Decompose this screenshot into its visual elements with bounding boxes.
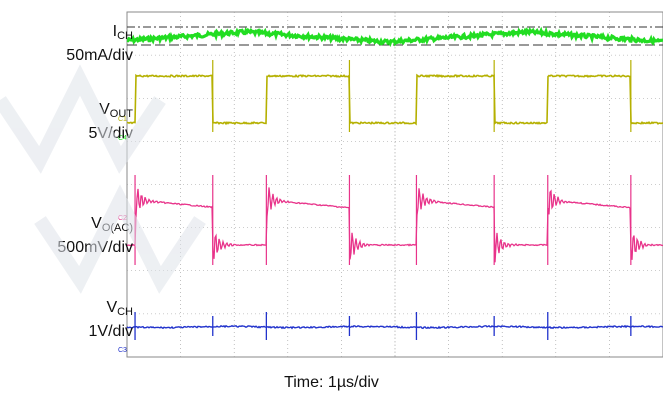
marker-c3: C3 xyxy=(118,347,127,354)
label-vout: VOUT 5V/div xyxy=(88,101,133,142)
grid xyxy=(126,11,663,358)
trace-vch xyxy=(126,324,663,330)
traces xyxy=(126,26,663,340)
trace-vout xyxy=(126,73,663,126)
label-vch: VCH 1V/div xyxy=(88,299,133,340)
time-scale-label: Time: 1µs/div xyxy=(284,374,379,391)
label-voac: VO(AC) 500mV/div xyxy=(57,215,133,256)
label-ich: ICH 50mA/div xyxy=(66,23,133,64)
trace-ich xyxy=(126,26,663,48)
scale-vout: 5V/div xyxy=(88,125,133,142)
scale-vch: 1V/div xyxy=(88,323,133,340)
scale-voac: 500mV/div xyxy=(57,239,133,256)
scale-ich: 50mA/div xyxy=(66,47,133,64)
trace-voac xyxy=(126,187,663,263)
